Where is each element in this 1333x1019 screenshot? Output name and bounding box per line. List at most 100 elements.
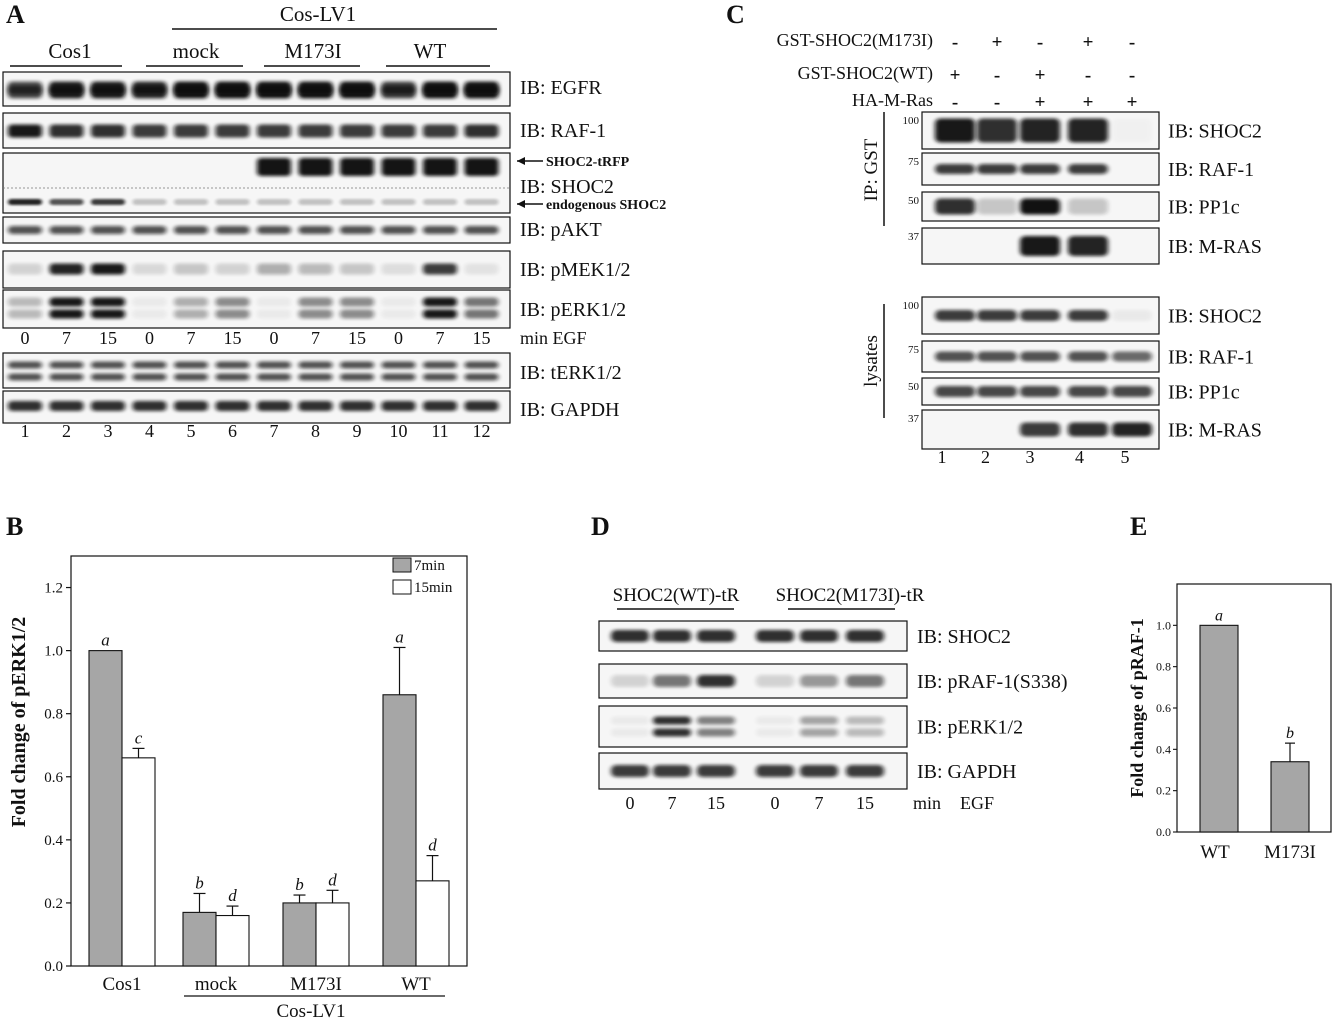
time-label: 0 xyxy=(270,328,279,348)
band xyxy=(1068,351,1108,362)
time-label: 7 xyxy=(668,793,677,813)
band xyxy=(800,630,838,642)
bar-7min-cos1 xyxy=(88,650,123,967)
band xyxy=(340,158,374,176)
significance-letter: a xyxy=(395,627,404,646)
band xyxy=(800,675,838,687)
band xyxy=(215,124,250,138)
band xyxy=(1068,236,1108,256)
band xyxy=(174,297,208,307)
band xyxy=(846,716,884,725)
y-axis-label: Fold change of pRAF-1 xyxy=(1127,618,1147,798)
band xyxy=(215,297,250,307)
time-label: 0 xyxy=(626,793,635,813)
band xyxy=(464,263,499,275)
band xyxy=(756,716,794,725)
lane-number: 4 xyxy=(145,421,154,441)
y-tick-label: 1.0 xyxy=(1156,618,1171,632)
panel-b-chart: 0.0 0.2 0.4 0.6 0.8 1.0 1.2 Fold change of pERK… xyxy=(8,555,468,1019)
panel-e-chart: 0.0 0.2 0.4 0.6 0.8 1.0 Fold change of pRAF-1 a… xyxy=(1127,583,1332,863)
y-tick-label: 0.2 xyxy=(44,896,63,912)
x-category-label: WT xyxy=(401,974,431,995)
band xyxy=(1112,386,1152,397)
band xyxy=(340,81,374,95)
band xyxy=(132,226,167,234)
group-label-m173i-tr: SHOC2(M173I)-tR xyxy=(776,585,925,606)
band xyxy=(132,81,167,95)
band xyxy=(132,373,167,381)
band xyxy=(423,199,457,205)
band xyxy=(1020,351,1060,362)
panel-c-conditions: GST-SHOC2(M173I) - + - + -GST-SHOC2(WT) + - + - -H… xyxy=(777,30,1138,113)
band xyxy=(49,297,84,307)
panel-a-blot-labels: IB: EGFR IB: RAF-1 IB: SHOC2 IB: pAKT IB: pM… xyxy=(520,77,631,421)
significance-letter: b xyxy=(295,875,304,894)
band xyxy=(1068,310,1108,321)
band xyxy=(1112,119,1152,143)
band xyxy=(1112,310,1152,321)
mw-marker: 75 xyxy=(908,156,920,168)
blot-gapdh xyxy=(2,390,511,424)
lysates-label: lysates xyxy=(861,335,882,387)
band xyxy=(174,81,208,95)
band xyxy=(298,263,333,275)
mw-marker: 37 xyxy=(908,413,920,425)
panel-a-group-labels: Cos1 mock M173I WT xyxy=(10,39,490,67)
band xyxy=(1020,422,1060,437)
time-label: 15 xyxy=(856,793,874,813)
blot-label: IB: PP1c xyxy=(1168,382,1240,404)
band xyxy=(423,309,457,319)
lane-number: 5 xyxy=(187,421,196,441)
band xyxy=(215,226,250,234)
band xyxy=(174,373,208,381)
lane-number: 11 xyxy=(431,421,448,441)
band xyxy=(381,158,416,176)
panel-d-min-label: min xyxy=(913,793,941,813)
band xyxy=(423,297,457,307)
y-tick-label: 0.8 xyxy=(1156,660,1171,674)
band xyxy=(257,226,291,234)
time-label: 15 xyxy=(99,328,117,348)
band xyxy=(846,675,884,687)
band xyxy=(464,401,499,411)
condition-sign: - xyxy=(1129,32,1135,53)
condition-label: GST-SHOC2(M173I) xyxy=(777,30,933,51)
cos-lv1-caption: Cos-LV1 xyxy=(277,1001,346,1019)
significance-letter: d xyxy=(328,870,337,889)
mw-marker: 100 xyxy=(903,115,920,127)
blot-frame xyxy=(2,112,511,149)
blot-label: IB: RAF-1 xyxy=(1168,159,1254,181)
band xyxy=(340,401,374,411)
lane-number: 9 xyxy=(353,421,362,441)
band xyxy=(8,401,42,411)
band xyxy=(1020,164,1060,174)
panel-d-blot: IB: pRAF-1(S338) xyxy=(598,663,1068,699)
band xyxy=(653,630,691,642)
significance-letter: a xyxy=(1215,607,1223,624)
time-label: 7 xyxy=(311,328,320,348)
band xyxy=(91,373,125,381)
lysate-blot: 50 IB: PP1c xyxy=(908,377,1240,406)
y-tick-label: 0.0 xyxy=(44,959,63,975)
blot-label: IB: M-RAS xyxy=(1168,236,1262,258)
condition-label: HA-M-Ras xyxy=(852,90,933,110)
lane-number: 3 xyxy=(104,421,113,441)
band xyxy=(49,361,84,369)
band xyxy=(653,675,691,687)
band xyxy=(1068,164,1108,174)
band xyxy=(174,199,208,205)
y-tick-label: 0.4 xyxy=(1156,742,1171,756)
panel-d-blot: IB: GAPDH xyxy=(598,752,1016,790)
blot-egfr xyxy=(2,71,511,107)
band xyxy=(257,309,291,319)
band xyxy=(464,124,499,138)
blot-label: IB: GAPDH xyxy=(917,761,1016,783)
blot-pmek xyxy=(2,250,511,289)
group-label-wt: WT xyxy=(414,39,447,63)
band xyxy=(215,373,250,381)
blot-label: IB: M-RAS xyxy=(1168,420,1262,442)
band xyxy=(381,309,416,319)
band xyxy=(340,361,374,369)
band xyxy=(611,728,649,737)
band xyxy=(1020,236,1060,256)
